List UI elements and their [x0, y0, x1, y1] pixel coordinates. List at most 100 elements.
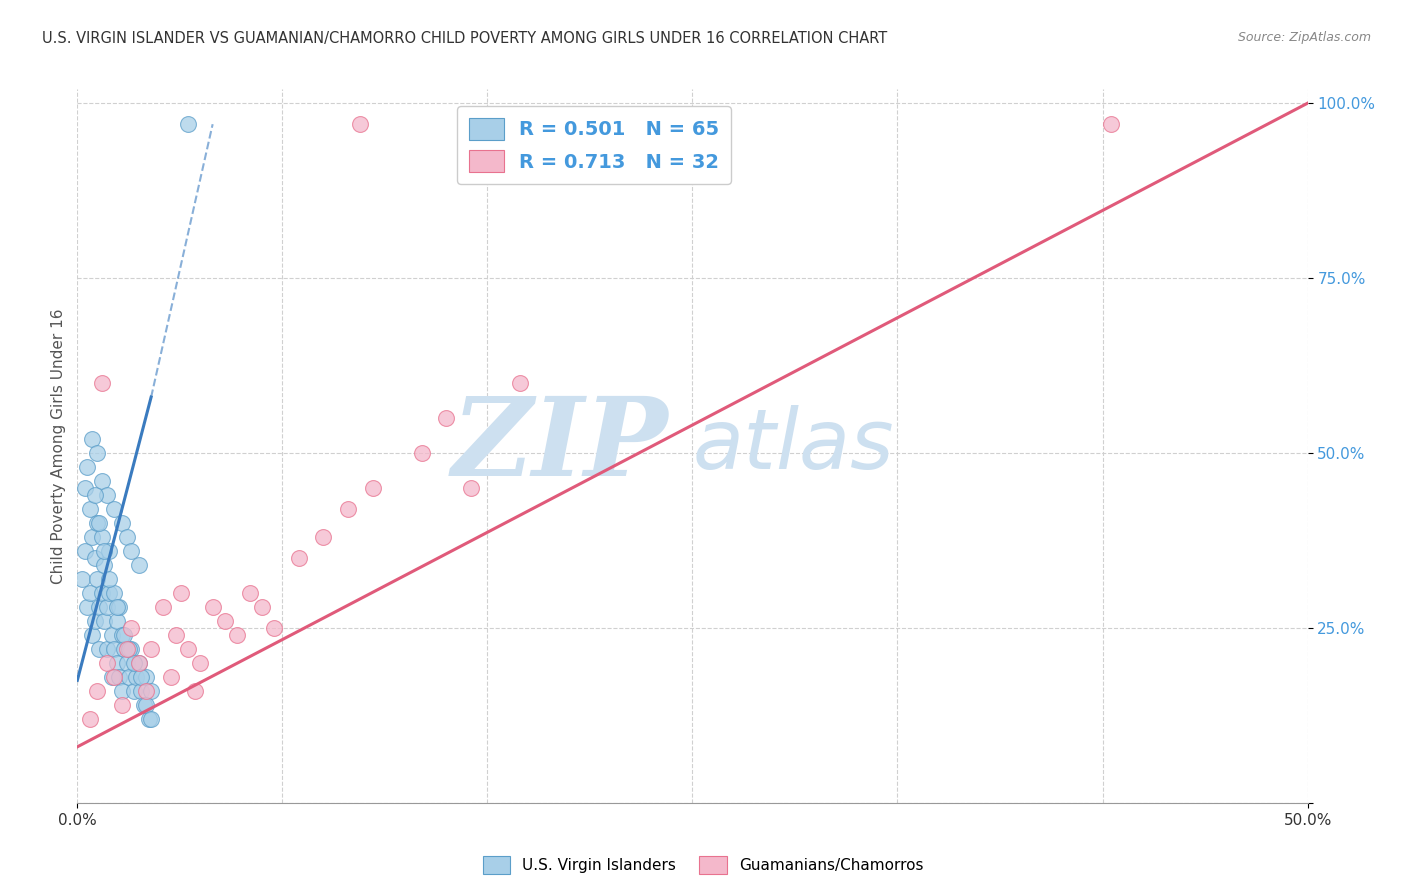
Point	[73, 544, 96, 558]
Point	[152, 599, 174, 614]
Point	[73, 481, 96, 495]
Point	[93, 544, 115, 558]
Point	[101, 628, 124, 642]
Point	[125, 670, 148, 684]
Point	[83, 550, 105, 565]
Point	[111, 698, 132, 712]
Point	[103, 586, 125, 600]
Point	[141, 712, 163, 726]
Point	[105, 614, 128, 628]
Text: atlas: atlas	[693, 406, 894, 486]
Point	[226, 628, 249, 642]
Point	[82, 628, 104, 642]
Point	[184, 684, 207, 698]
Point	[128, 656, 150, 670]
Point	[90, 586, 114, 600]
Point	[122, 656, 145, 670]
Point	[70, 572, 93, 586]
Point	[76, 599, 98, 614]
Point	[177, 641, 200, 656]
Point	[108, 670, 131, 684]
Point	[111, 516, 132, 530]
Point	[103, 641, 125, 656]
Point	[312, 530, 335, 544]
Point	[121, 641, 143, 656]
Point	[135, 670, 157, 684]
Point	[121, 544, 143, 558]
Point	[460, 481, 482, 495]
Point	[1099, 117, 1122, 131]
Point	[86, 446, 108, 460]
Point	[361, 481, 384, 495]
Legend: R = 0.501   N = 65, R = 0.713   N = 32: R = 0.501 N = 65, R = 0.713 N = 32	[457, 106, 731, 184]
Point	[96, 488, 118, 502]
Point	[83, 614, 105, 628]
Point	[82, 530, 104, 544]
Point	[90, 474, 114, 488]
Point	[90, 530, 114, 544]
Point	[135, 698, 157, 712]
Point	[349, 117, 371, 131]
Point	[83, 488, 105, 502]
Point	[263, 621, 285, 635]
Point	[105, 656, 128, 670]
Point	[96, 641, 118, 656]
Point	[90, 376, 114, 390]
Point	[111, 684, 132, 698]
Point	[118, 670, 141, 684]
Point	[128, 558, 150, 572]
Point	[118, 641, 141, 656]
Point	[111, 628, 132, 642]
Point	[86, 572, 108, 586]
Text: U.S. VIRGIN ISLANDER VS GUAMANIAN/CHAMORRO CHILD POVERTY AMONG GIRLS UNDER 16 CO: U.S. VIRGIN ISLANDER VS GUAMANIAN/CHAMOR…	[42, 31, 887, 46]
Legend: U.S. Virgin Islanders, Guamanians/Chamorros: U.S. Virgin Islanders, Guamanians/Chamor…	[477, 850, 929, 880]
Point	[239, 586, 262, 600]
Point	[129, 670, 153, 684]
Text: ZIP: ZIP	[451, 392, 668, 500]
Point	[509, 376, 531, 390]
Point	[337, 502, 360, 516]
Point	[135, 684, 157, 698]
Point	[188, 656, 212, 670]
Point	[96, 656, 118, 670]
Point	[128, 656, 150, 670]
Point	[82, 432, 104, 446]
Point	[214, 614, 236, 628]
Point	[93, 558, 115, 572]
Point	[93, 614, 115, 628]
Point	[105, 599, 128, 614]
Point	[115, 530, 138, 544]
Point	[89, 516, 111, 530]
Point	[177, 117, 200, 131]
Point	[160, 670, 183, 684]
Point	[121, 621, 143, 635]
Point	[141, 641, 163, 656]
Point	[86, 684, 108, 698]
Point	[122, 684, 145, 698]
Point	[103, 502, 125, 516]
Point	[129, 684, 153, 698]
Point	[115, 656, 138, 670]
Point	[250, 599, 273, 614]
Point	[112, 641, 135, 656]
Point	[96, 599, 118, 614]
Point	[108, 599, 131, 614]
Point	[115, 641, 138, 656]
Point	[98, 544, 121, 558]
Point	[101, 670, 124, 684]
Point	[132, 698, 155, 712]
Point	[411, 446, 433, 460]
Point	[98, 586, 121, 600]
Point	[103, 670, 125, 684]
Point	[79, 712, 101, 726]
Text: Source: ZipAtlas.com: Source: ZipAtlas.com	[1237, 31, 1371, 45]
Point	[165, 628, 187, 642]
Y-axis label: Child Poverty Among Girls Under 16: Child Poverty Among Girls Under 16	[51, 309, 66, 583]
Point	[79, 586, 101, 600]
Point	[141, 684, 163, 698]
Point	[98, 572, 121, 586]
Point	[89, 599, 111, 614]
Point	[138, 712, 160, 726]
Point	[201, 599, 224, 614]
Point	[436, 411, 458, 425]
